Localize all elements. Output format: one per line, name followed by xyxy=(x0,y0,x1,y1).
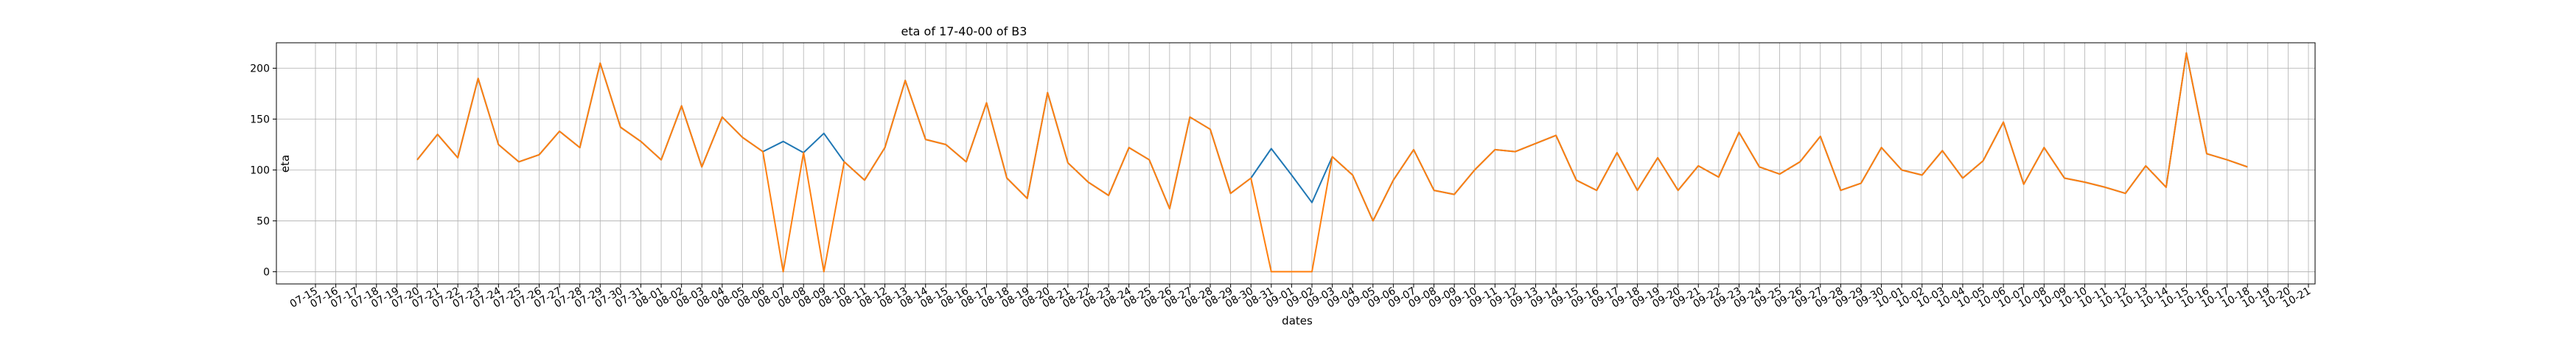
y-tick-label: 200 xyxy=(250,63,270,74)
y-tick-label: 50 xyxy=(256,215,270,227)
y-axis-ticks: 0 50 100 150 200 xyxy=(250,63,276,278)
x-axis-ticks: 07-1507-1607-1707-1807-1907-2007-2107-22… xyxy=(288,284,2313,310)
x-axis-title: dates xyxy=(1282,314,1313,327)
y-axis-title: eta xyxy=(279,155,292,173)
y-tick-label: 150 xyxy=(250,114,270,125)
y-tick-label: 0 xyxy=(263,266,270,278)
grid-lines xyxy=(276,43,2315,284)
y-tick-label: 100 xyxy=(250,164,270,176)
chart-title: eta of 17-40-00 of B3 xyxy=(901,24,1027,38)
series-line-2 xyxy=(416,52,2248,273)
series-lines xyxy=(416,52,2248,273)
plot-area-frame xyxy=(276,42,2316,285)
